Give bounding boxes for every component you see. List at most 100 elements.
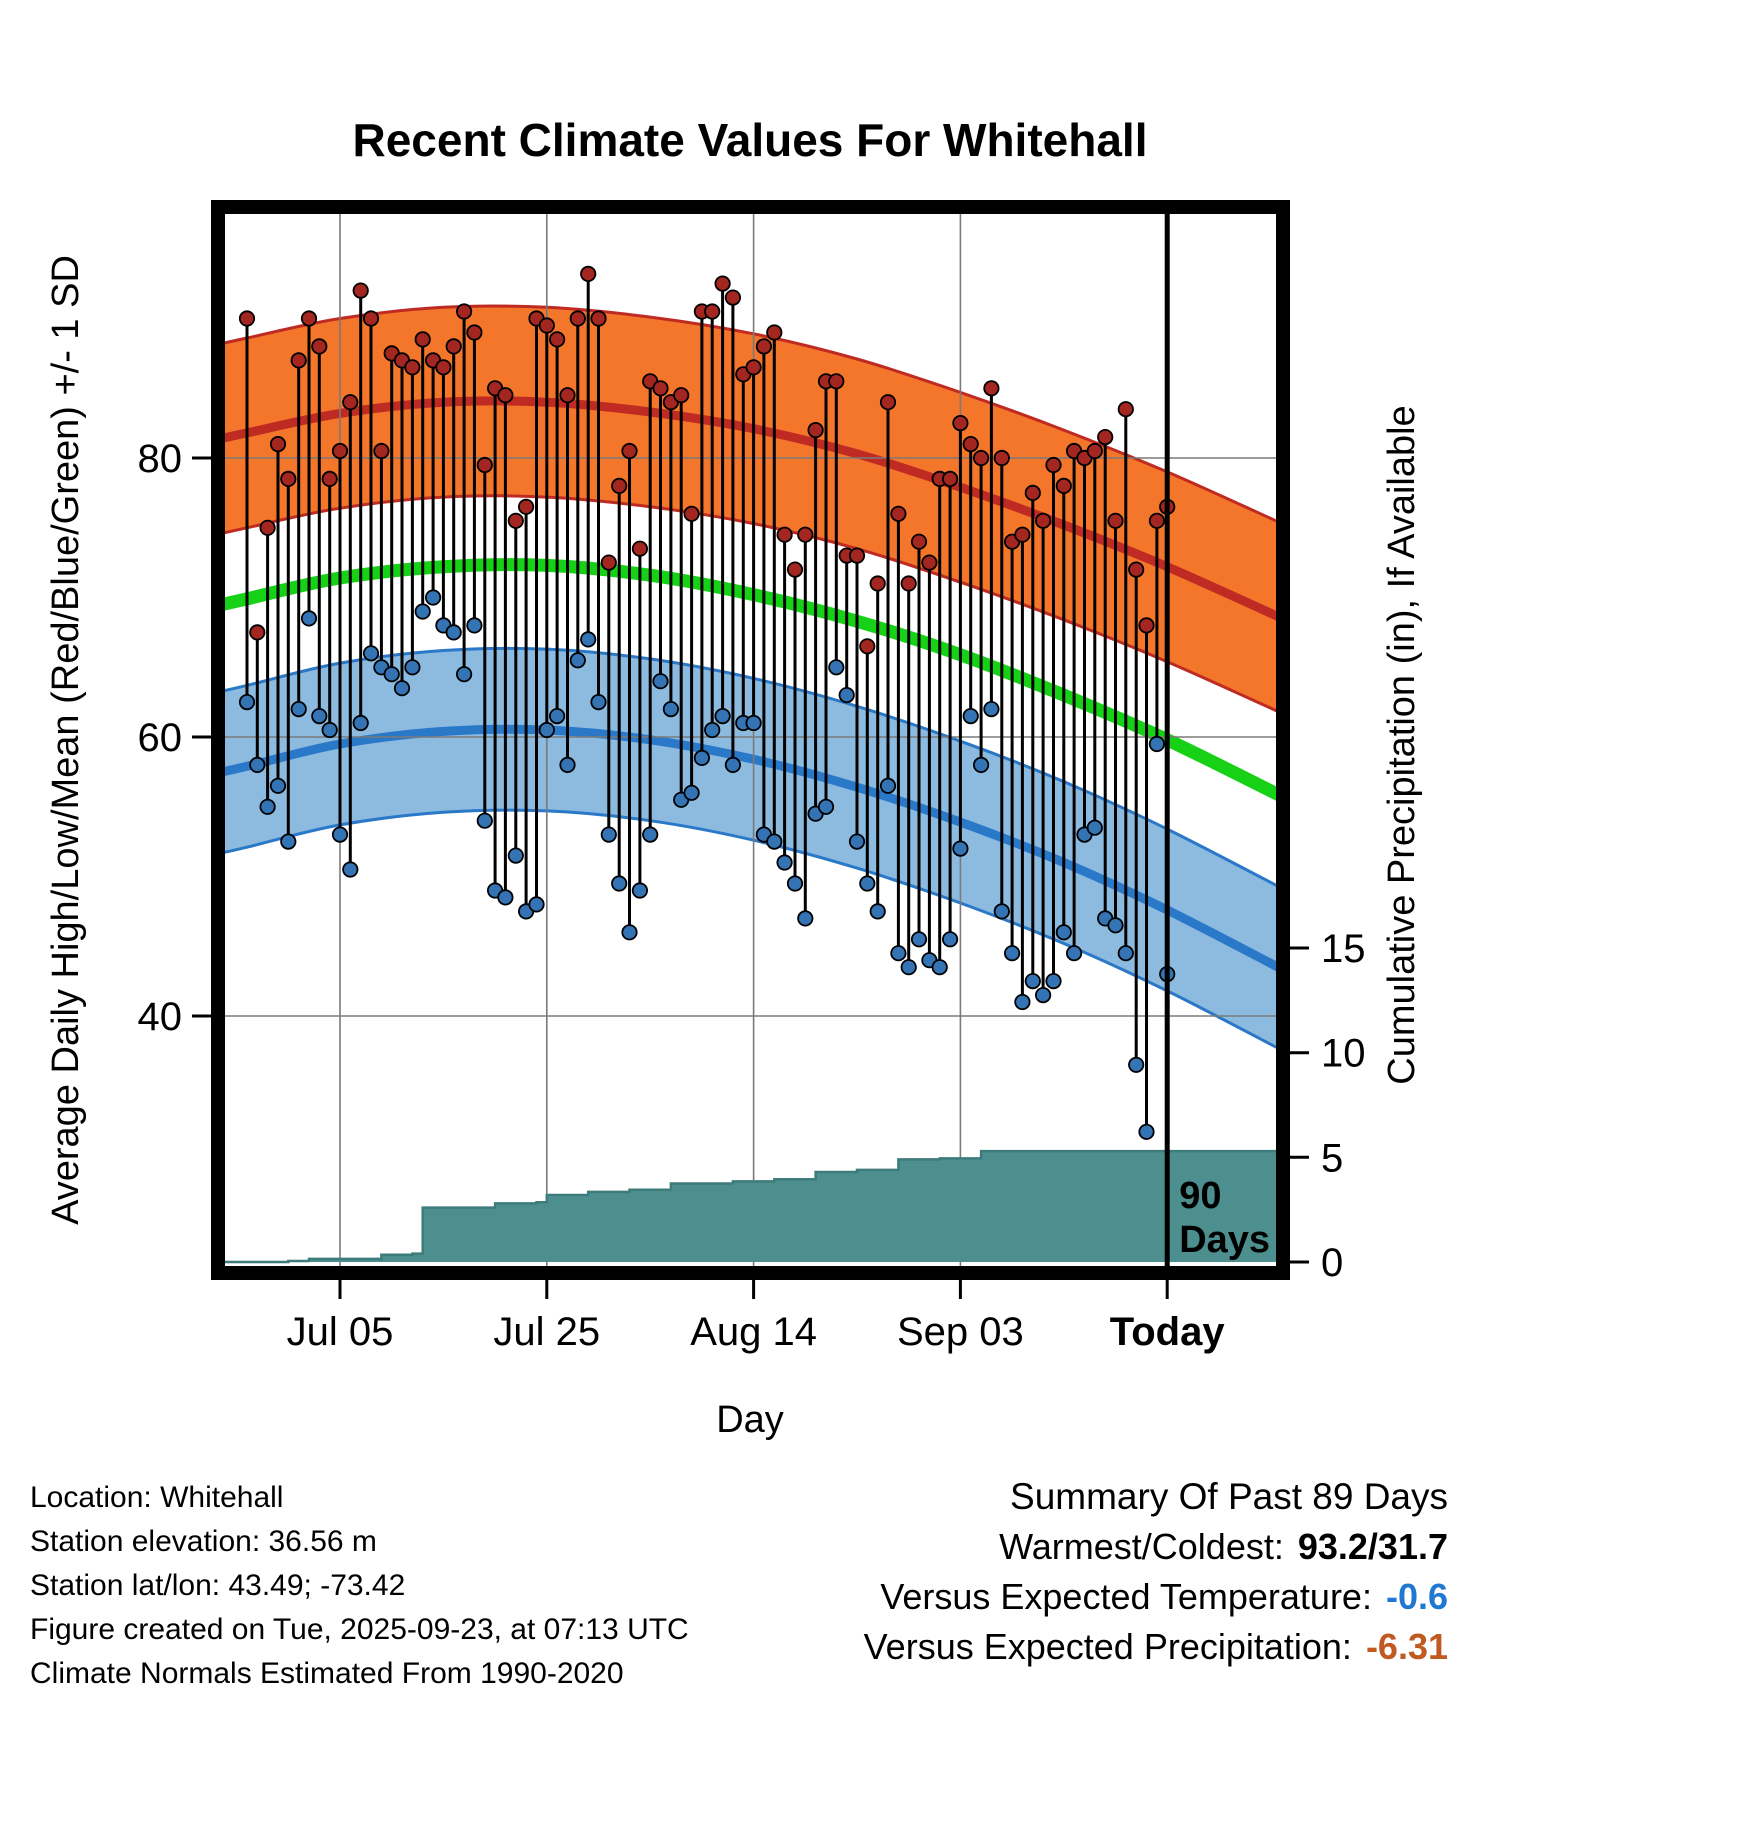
mean-normal-line [218,558,1283,805]
low-normal-line [218,724,1283,975]
low-dot [714,707,731,725]
high-dot [745,359,762,376]
low-dot [848,833,866,850]
high-dot [807,421,824,439]
high-dot [362,310,380,327]
high-dot [331,442,349,460]
high-dot [993,449,1010,467]
high-dot [300,310,318,327]
low-dot [1138,1123,1155,1140]
high-dot [910,533,928,550]
period-annotation-days: Days [1179,1219,1270,1261]
right-tick-label: 10 [1321,1032,1366,1076]
precip-cumulative-edge [218,1149,1283,1264]
low-dot [311,707,328,725]
low-dot [362,645,380,662]
low-dot [931,959,948,976]
high-dot [404,359,421,376]
left-axis-label: Average Daily High/Low/Mean (Red/Blue/Gr… [45,255,87,1225]
summary-vs-precipitation: Versus Expected Precipitation: -6.31 [864,1622,1448,1672]
low-dot [569,652,586,669]
right-tick-label: 0 [1321,1241,1343,1285]
low-dot [652,673,669,690]
high-dot [1055,477,1072,494]
high-dot [1107,512,1124,529]
low-dot [538,721,555,739]
x-axis-label: Day [716,1399,784,1441]
high-dot [1024,484,1041,501]
bottom-tick-label: Aug 14 [690,1310,817,1354]
high-dot [1014,526,1031,543]
low-dot [745,714,762,732]
low-dot [1086,819,1103,836]
vs-temp-value: -0.6 [1385,1576,1448,1617]
low-dot [1014,993,1031,1011]
low-dot [693,749,711,767]
left-tick-label: 60 [138,716,183,760]
right-tick-label: 15 [1321,927,1366,971]
high-dot [900,575,917,592]
info-location: Location: Whitehall [30,1481,284,1514]
high-dot [673,387,690,404]
high-dot [445,338,462,355]
period-annotation-90: 90 [1179,1175,1221,1217]
high-dot [848,547,866,564]
high-dot [1117,401,1134,418]
high-normal-line [218,396,1283,624]
high-dot [580,265,597,282]
high-dot [600,554,617,571]
high-dot [890,505,907,522]
high-dot [1086,442,1103,460]
low-dot [797,910,814,927]
high-dot [238,310,256,327]
low-dot [621,924,638,941]
low-dot [786,875,804,892]
high-dot [455,303,473,320]
high-dot [259,519,276,536]
warmest-coldest-value: 93.2/31.7 [1297,1526,1448,1567]
high-dot [797,526,814,543]
low-dot [383,666,400,683]
low-dot [1128,1056,1145,1073]
low-dot [838,686,855,704]
high-dot [921,554,938,571]
summary-warmest-coldest: Warmest/Coldest: 93.2/31.7 [864,1522,1448,1572]
low-dot [476,812,493,829]
vs-temp-label: Versus Expected Temperature: [880,1576,1372,1617]
low-dot [1107,917,1124,934]
low-dot [879,777,897,794]
vs-precip-value: -6.31 [1365,1626,1448,1667]
low-dot [869,903,886,920]
high-dot [631,540,649,557]
low-dot [249,756,266,774]
low-dot [321,721,338,739]
precip-cumulative-area [218,1151,1283,1262]
high-dot [269,435,287,453]
low-dot [269,777,287,794]
high-dot [342,394,359,411]
low-dot [466,617,483,634]
summary-panel: Summary Of Past 89 Days Warmest/Coldest:… [864,1472,1448,1672]
low-dot [528,896,545,913]
high-dot [1097,428,1114,446]
high-dot [962,435,979,453]
low-dot [393,680,411,697]
low-dot [342,861,359,878]
chart-title: Recent Climate Values For Whitehall [353,114,1148,166]
right-tick-label: 5 [1321,1136,1343,1180]
info-latlon: Station lat/lon: 43.49; -73.42 [30,1569,406,1602]
low-dot [890,945,907,962]
high-dot [569,310,586,327]
bottom-tick-label: Jul 05 [287,1310,394,1354]
low-dot [611,875,628,892]
high-dot [548,331,566,348]
low-dot [1045,972,1062,990]
high-dot [941,470,959,487]
left-tick-label: 40 [138,995,183,1039]
low-dot [766,833,783,850]
low-dot [1024,972,1041,990]
low-dot [424,589,442,606]
high-dot [507,512,524,529]
low-dot [507,847,524,864]
